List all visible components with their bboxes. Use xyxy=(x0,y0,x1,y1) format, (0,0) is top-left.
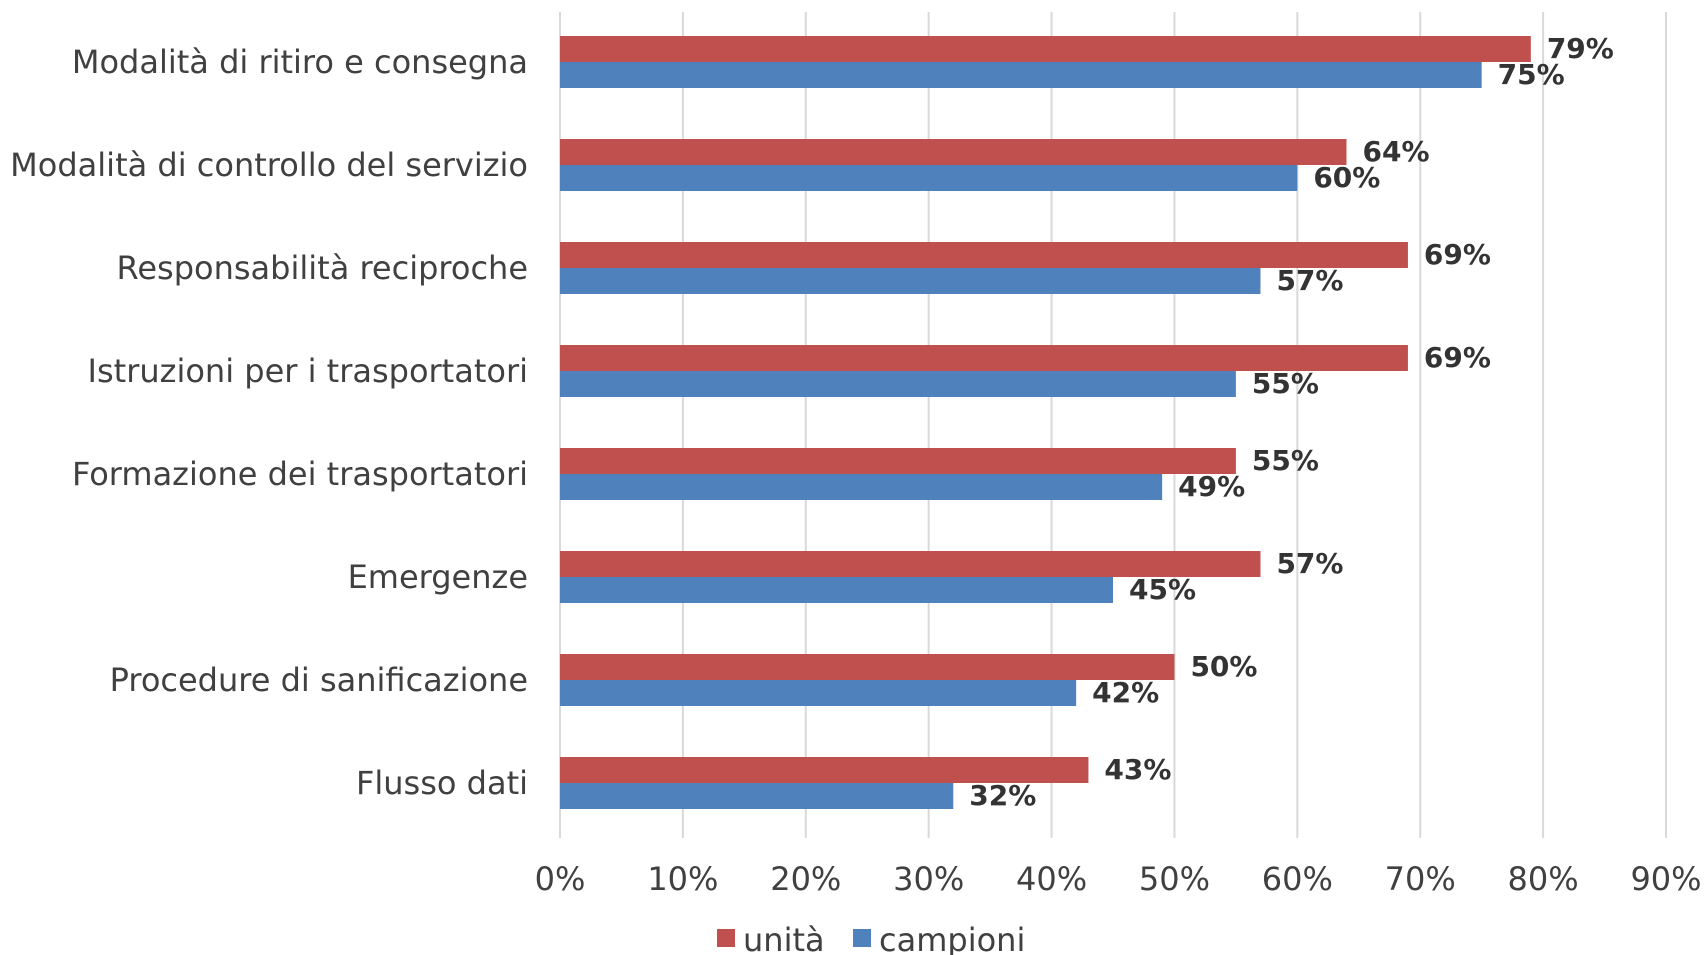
category-labels: Modalità di ritiro e consegna Modalità di… xyxy=(10,43,528,802)
data-label: 69% xyxy=(1424,238,1491,271)
category-label: Formazione dei trasportatori xyxy=(72,455,528,493)
data-label: 57% xyxy=(1276,264,1343,297)
category-label: Responsabilità reciproche xyxy=(117,249,528,287)
bar-unita xyxy=(560,551,1261,577)
x-tick-label: 0% xyxy=(535,860,586,898)
bar-campioni xyxy=(560,474,1163,500)
x-tick-label: 90% xyxy=(1630,860,1701,898)
bar-campioni xyxy=(560,680,1077,706)
x-tick-label: 20% xyxy=(770,860,841,898)
bar-unita xyxy=(560,36,1531,62)
data-label: 42% xyxy=(1092,676,1159,709)
category-label: Modalità di controllo del servizio xyxy=(10,146,528,184)
legend: unità campioni xyxy=(717,921,1025,955)
bar-unita xyxy=(560,345,1408,371)
bar-campioni xyxy=(560,268,1261,294)
category-label: Istruzioni per i trasportatori xyxy=(88,352,528,390)
legend-swatch xyxy=(853,929,871,947)
legend-label: unità xyxy=(743,921,825,955)
data-label: 49% xyxy=(1178,470,1245,503)
bar-unita xyxy=(560,448,1236,474)
data-label: 64% xyxy=(1362,135,1429,168)
bar-campioni xyxy=(560,371,1236,397)
data-label: 45% xyxy=(1129,573,1196,606)
gridlines xyxy=(559,12,1667,838)
category-label: Procedure di sanificazione xyxy=(110,661,528,699)
data-label: 55% xyxy=(1252,367,1319,400)
bar-campioni xyxy=(560,783,954,809)
bar-unita xyxy=(560,139,1347,165)
data-label: 55% xyxy=(1252,444,1319,477)
category-label: Flusso dati xyxy=(356,764,528,802)
bar-campioni xyxy=(560,165,1298,191)
x-tick-label: 30% xyxy=(893,860,964,898)
legend-swatch xyxy=(717,929,735,947)
bar-unita xyxy=(560,654,1175,680)
data-label: 79% xyxy=(1547,32,1614,65)
bar-unita xyxy=(560,242,1408,268)
data-labels: 79%75%64%60%69%57%69%55%55%49%57%45%50%4… xyxy=(969,32,1614,812)
data-label: 60% xyxy=(1313,161,1380,194)
x-tick-label: 60% xyxy=(1262,860,1333,898)
x-tick-label: 40% xyxy=(1016,860,1087,898)
x-axis-tick-labels: 0% 10% 20% 30% 40% 50% 60% 70% 80% 90% xyxy=(535,860,1702,898)
data-label: 43% xyxy=(1104,753,1171,786)
data-label: 69% xyxy=(1424,341,1491,374)
bar-campioni xyxy=(560,62,1482,88)
legend-label: campioni xyxy=(879,921,1025,955)
x-tick-label: 70% xyxy=(1385,860,1456,898)
x-tick-label: 50% xyxy=(1139,860,1210,898)
data-label: 50% xyxy=(1190,650,1257,683)
bar-unita xyxy=(560,757,1089,783)
bars xyxy=(560,36,1531,809)
data-label: 75% xyxy=(1498,58,1565,91)
x-tick-label: 10% xyxy=(647,860,718,898)
bar-campioni xyxy=(560,577,1113,603)
category-label: Modalità di ritiro e consegna xyxy=(72,43,528,81)
category-label: Emergenze xyxy=(348,558,528,596)
data-label: 32% xyxy=(969,779,1036,812)
x-tick-label: 80% xyxy=(1508,860,1579,898)
data-label: 57% xyxy=(1276,547,1343,580)
